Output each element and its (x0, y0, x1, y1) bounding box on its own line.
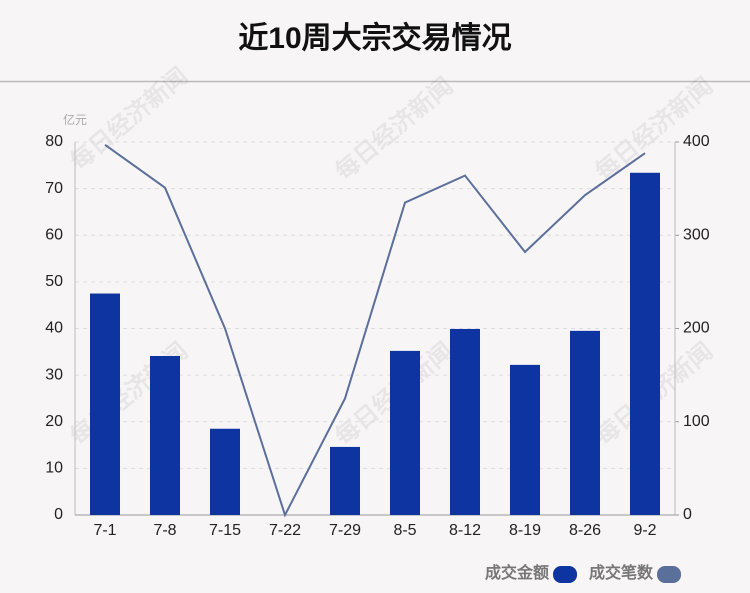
y-tick-label: 40 (45, 320, 63, 337)
bar (390, 350, 420, 515)
x-tick-label: 7-8 (153, 522, 176, 539)
legend-label: 成交笔数 (589, 563, 654, 582)
x-tick-label: 7-29 (329, 522, 361, 539)
bar (510, 364, 540, 515)
line (104, 143, 646, 518)
y2-tick-label: 200 (683, 320, 710, 337)
bar (630, 172, 660, 515)
y2-tick-label: 300 (683, 226, 710, 243)
bar (450, 328, 480, 515)
x-tick-label: 8-26 (569, 522, 601, 539)
y-tick-label: 10 (45, 460, 63, 477)
bar (570, 330, 600, 515)
y-unit: 亿元 (63, 112, 87, 127)
legend-label: 成交金额 (485, 563, 549, 582)
bar (150, 356, 180, 515)
chart-title: 近10周大宗交易情况 (238, 21, 511, 55)
y-tick-label: 50 (45, 273, 63, 290)
legend-swatch (553, 566, 578, 583)
x-tick-label: 7-1 (93, 522, 116, 539)
x-tick-label: 7-22 (269, 522, 301, 539)
y-tick-label: 0 (54, 506, 63, 523)
y2-tick-label: 400 (683, 133, 710, 150)
x-tick-label: 8-19 (509, 522, 541, 539)
bar (330, 446, 360, 515)
bar (90, 293, 120, 515)
y-tick-label: 20 (45, 413, 63, 430)
x-tick-label: 9-2 (633, 522, 656, 539)
x-tick-label: 8-5 (393, 522, 416, 539)
bar (210, 428, 240, 515)
y2-tick-label: 0 (683, 506, 692, 523)
y-tick-label: 80 (45, 133, 63, 150)
y-tick-label: 60 (45, 226, 63, 243)
legend-swatch (657, 566, 682, 583)
y2-tick-label: 100 (683, 413, 710, 430)
x-tick-label: 7-15 (209, 522, 241, 539)
y-tick-label: 30 (45, 366, 63, 383)
y-tick-label: 70 (45, 180, 63, 197)
x-tick-label: 8-12 (449, 522, 481, 539)
